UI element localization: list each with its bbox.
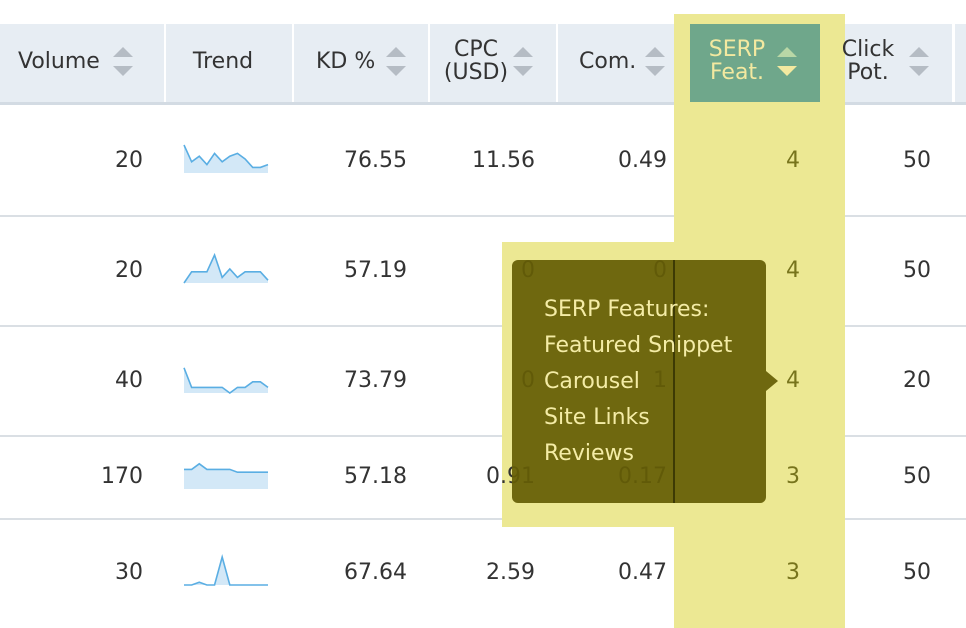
volume-cell: 20 [115, 258, 143, 283]
sort-down [113, 66, 133, 76]
cpc-cell: 2.59 [486, 560, 535, 585]
serp-cell: 3 [786, 560, 800, 585]
click-cell: 50 [903, 148, 931, 173]
tooltip-box [512, 260, 766, 503]
volume-cell: 40 [115, 368, 143, 393]
kd-cell: 73.79 [344, 368, 407, 393]
volume-cell: 30 [115, 560, 143, 585]
tooltip-text: SERP Features: [544, 297, 709, 322]
trend-line [184, 553, 268, 586]
column-header: Feat. [710, 60, 764, 85]
volume-cell: 20 [115, 148, 143, 173]
column-header: SERP [709, 37, 765, 62]
sort-up [909, 47, 929, 57]
tooltip-text: Reviews [544, 441, 634, 466]
tooltip-text: Carousel [544, 369, 640, 394]
click-cell: 20 [903, 368, 931, 393]
column-header: Trend [192, 49, 253, 74]
click-cell: 50 [903, 560, 931, 585]
column-header: CPC [454, 37, 498, 62]
cpc-cell: 11.56 [472, 148, 535, 173]
sort-down [645, 66, 665, 76]
column-header: Com. [579, 49, 636, 74]
column-header: Click [842, 37, 895, 62]
tooltip-text: Featured Snippet [544, 333, 733, 358]
sort-up [777, 47, 797, 57]
column-header: Pot. [847, 60, 889, 85]
sort-down [386, 66, 406, 76]
kd-cell: 67.64 [344, 560, 407, 585]
sort-up [386, 47, 406, 57]
trend-line [184, 462, 268, 474]
header-separators [164, 24, 955, 102]
trend-line [183, 367, 269, 394]
active-header[interactable] [690, 24, 820, 102]
serp-cell: 4 [786, 148, 800, 173]
trend-area [184, 255, 268, 283]
sort-up [113, 47, 133, 57]
sort-down [777, 66, 797, 76]
click-cell: 50 [903, 258, 931, 283]
trend-area [184, 463, 268, 489]
serp-cell: 4 [786, 258, 800, 283]
column-header: (USD) [444, 60, 508, 85]
tooltip-text: Site Links [544, 405, 650, 430]
sort-up [513, 47, 533, 57]
column-header: KD % [316, 49, 375, 74]
sort-down [909, 66, 929, 76]
serp-cell: 4 [786, 368, 800, 393]
trend-line [183, 144, 269, 169]
header-shadow [0, 102, 966, 105]
com-cell: 0.49 [618, 148, 667, 173]
sort-down [513, 66, 533, 76]
trend-line [183, 252, 269, 284]
volume-cell: 170 [101, 464, 143, 489]
tooltip-arrow [766, 371, 778, 391]
serp-cell: 3 [786, 464, 800, 489]
sort-up [645, 47, 665, 57]
kd-cell: 76.55 [344, 148, 407, 173]
column-header: Volume [18, 49, 100, 74]
com-cell: 0.47 [618, 560, 667, 585]
click-cell: 50 [903, 464, 931, 489]
kd-cell: 57.18 [344, 464, 407, 489]
kd-cell: 57.19 [344, 258, 407, 283]
